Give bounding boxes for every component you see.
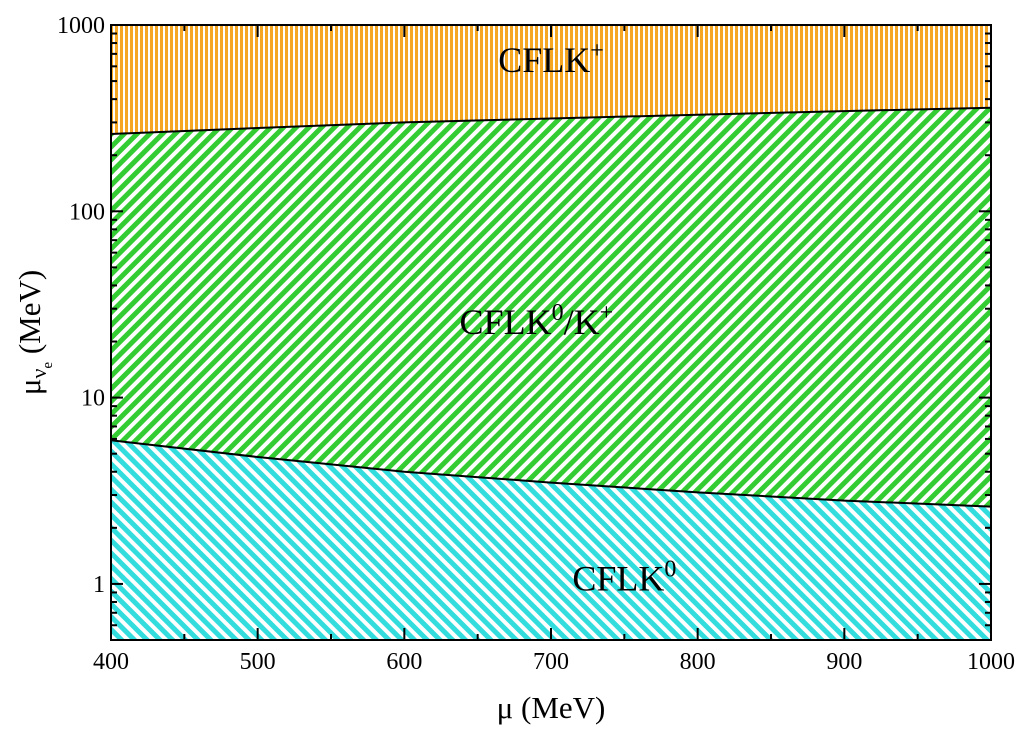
lower-boundary-line [110,439,992,508]
y-tick-label: 10 [81,386,105,412]
y-tick-label: 100 [69,199,105,225]
y-tick-label: 1 [93,572,105,598]
region-label-cflk-plus: CFLK+ [498,38,604,80]
x-tick-label: 600 [386,649,422,675]
plot-frame [110,24,992,641]
x-tick-label: 700 [533,649,569,675]
region-label-cflk0-k-plus: CFLK0/K+ [460,300,614,342]
y-axis-title: μνe (MeV) [12,270,56,395]
x-tick-label: 900 [826,649,862,675]
plot-area [110,25,992,640]
x-tick-label: 800 [680,649,716,675]
axis-tick-labels: 400 500 600 700 800 900 1000 1 10 100 1000 [57,13,1015,675]
x-tick-label: 1000 [967,649,1015,675]
x-tick-label: 400 [93,649,129,675]
upper-boundary-line [110,106,992,135]
region-cflk0 [111,440,991,640]
x-tick-label: 500 [240,649,276,675]
region-cflk0-k-plus [111,107,991,507]
region-label-cflk0: CFLK0 [572,557,676,599]
x-axis-title: μ (MeV) [497,690,606,725]
region-cflk-plus [111,25,991,134]
y-tick-label: 1000 [57,13,105,39]
